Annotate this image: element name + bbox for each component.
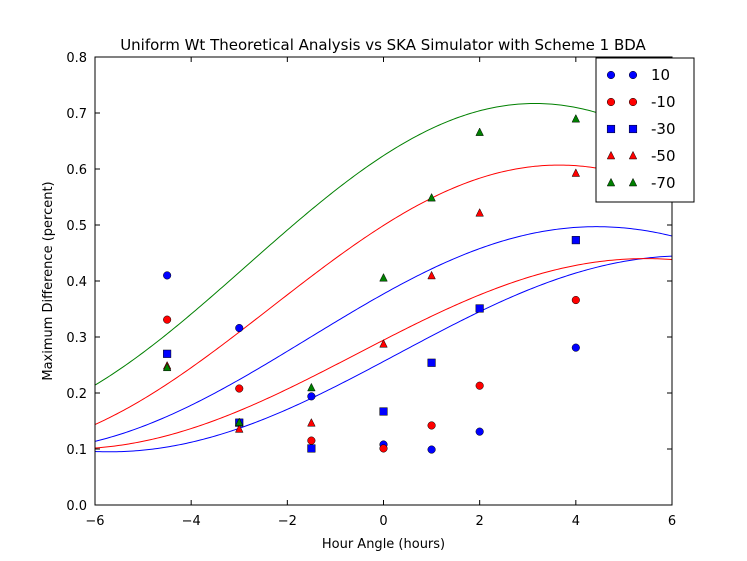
legend-marker — [606, 177, 616, 187]
data-point-s4-1 — [235, 417, 244, 426]
legend-marker — [628, 150, 638, 160]
data-point-s3-5 — [475, 208, 484, 217]
legend-marker — [606, 70, 616, 80]
legend-label: -10 — [651, 93, 676, 111]
legend-marker — [628, 124, 638, 134]
legend-marker — [606, 150, 616, 160]
legend-label: -50 — [651, 147, 676, 165]
y-tick-label: 0.3 — [66, 331, 87, 346]
x-axis: −6 −4 −2 0 2 4 6 — [85, 57, 676, 529]
data-point-s1-5 — [475, 381, 484, 390]
x-tick-label: 0 — [379, 514, 387, 529]
fit-curves — [95, 102, 672, 453]
data-point-s4-4 — [427, 192, 436, 202]
y-tick-label: 0.6 — [66, 163, 87, 178]
data-point-s0-1 — [235, 323, 244, 333]
legend: 10 -10 -30 -50 -70 — [595, 57, 695, 203]
x-tick-label: 2 — [476, 514, 484, 529]
y-tick-label: 0.1 — [66, 443, 87, 458]
data-point-s4-5 — [475, 127, 484, 136]
legend-marker — [628, 70, 638, 80]
data-markers — [162, 114, 581, 454]
x-tick-label: −2 — [278, 514, 297, 529]
fit-curve-3 — [95, 164, 672, 425]
data-point-s2-4 — [427, 358, 436, 367]
data-point-s4-0 — [162, 362, 172, 372]
legend-label: 10 — [651, 66, 670, 84]
data-point-s1-4 — [427, 421, 436, 430]
legend-label: -30 — [651, 120, 676, 138]
data-point-s0-4 — [427, 445, 436, 454]
data-point-s1-3 — [379, 444, 388, 453]
data-point-s3-3 — [379, 339, 388, 348]
data-point-s0-0 — [163, 271, 172, 280]
data-point-s2-6 — [571, 236, 580, 245]
fit-curve-2 — [95, 226, 672, 442]
x-tick-label: −6 — [85, 514, 104, 529]
data-point-s0-6 — [571, 343, 580, 352]
data-point-s3-6 — [571, 168, 581, 177]
y-tick-label: 0.7 — [66, 107, 87, 122]
y-tick-label: 0.0 — [66, 499, 87, 514]
data-point-s2-2 — [307, 444, 316, 453]
data-point-s1-1 — [235, 384, 244, 393]
data-point-s0-2 — [307, 392, 316, 401]
data-point-s2-3 — [379, 407, 388, 416]
y-axis: 0.0 0.1 0.2 0.3 0.4 0.5 0.6 0.7 0.8 — [66, 51, 672, 514]
x-tick-label: 4 — [572, 514, 580, 529]
data-point-s4-2 — [307, 382, 316, 392]
data-point-s2-5 — [475, 304, 484, 313]
legend-marker — [606, 124, 616, 134]
legend-marker — [606, 97, 616, 107]
fit-curve-4 — [95, 102, 672, 386]
data-point-s3-2 — [307, 418, 316, 427]
x-axis-label: Hour Angle (hours) — [322, 537, 445, 552]
data-point-s3-1 — [235, 424, 244, 433]
y-tick-label: 0.8 — [66, 51, 87, 66]
legend-marker — [628, 177, 638, 187]
data-point-s4-6 — [571, 114, 581, 123]
data-point-s2-0 — [163, 349, 172, 358]
x-tick-label: −4 — [182, 514, 201, 529]
data-point-s4-3 — [379, 273, 388, 282]
data-point-s3-4 — [427, 270, 436, 280]
data-point-s0-5 — [475, 427, 484, 436]
data-point-s1-6 — [571, 295, 580, 305]
chart-title: Uniform Wt Theoretical Analysis vs SKA S… — [120, 36, 646, 54]
data-point-s1-2 — [307, 436, 316, 445]
x-tick-label: 6 — [668, 514, 676, 529]
legend-label: -70 — [651, 174, 676, 192]
y-tick-label: 0.2 — [66, 387, 87, 402]
legend-marker — [628, 97, 638, 107]
fit-curve-1 — [95, 258, 672, 449]
fit-curve-0 — [95, 255, 672, 453]
y-tick-label: 0.5 — [66, 219, 87, 234]
y-axis-label: Maximum Difference (percent) — [41, 181, 56, 380]
data-point-s1-0 — [163, 315, 172, 324]
y-tick-label: 0.4 — [66, 275, 87, 290]
